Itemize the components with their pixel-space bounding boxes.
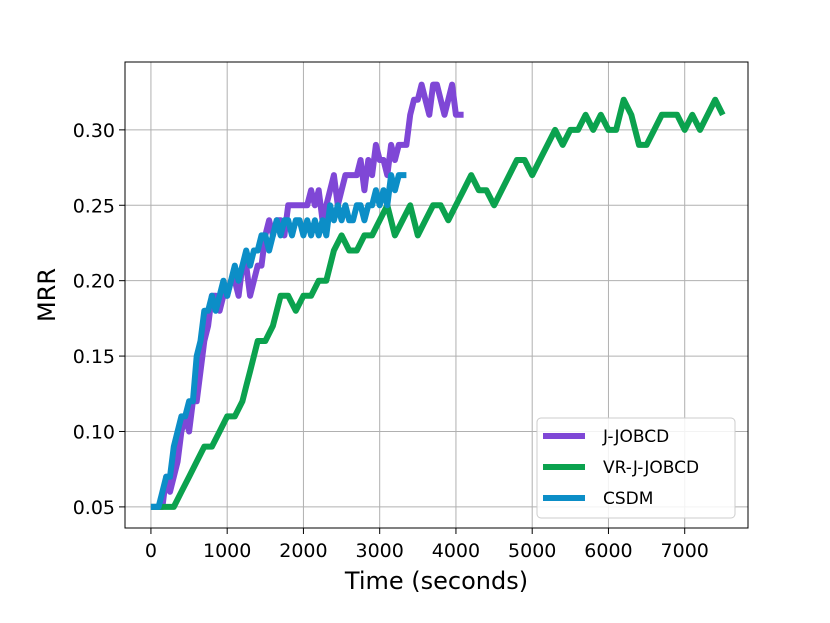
legend-box xyxy=(536,417,736,519)
x-tick-label: 3000 xyxy=(356,540,404,562)
legend: J-JOBCD VR-J-JOBCD CSDM xyxy=(536,417,736,519)
x-tick-label: 6000 xyxy=(584,540,632,562)
legend-label: CSDM xyxy=(603,489,653,509)
y-tick-label: 0.10 xyxy=(73,421,115,443)
y-tick-label: 0.20 xyxy=(73,271,115,293)
plot-frame xyxy=(124,61,749,529)
y-tick-label: 0.25 xyxy=(73,195,115,217)
legend-label: J-JOBCD xyxy=(602,427,669,447)
x-tick-label: 0 xyxy=(145,540,157,562)
x-tick-label: 7000 xyxy=(661,540,709,562)
y-tick-label: 0.30 xyxy=(73,120,115,142)
y-tick-label: 0.15 xyxy=(73,346,115,368)
legend-label: VR-J-JOBCD xyxy=(603,458,699,478)
series-line-vr-j-jobcd xyxy=(150,96,726,510)
x-tick-label: 1000 xyxy=(203,540,251,562)
x-axis-label: Time (seconds) xyxy=(344,567,528,595)
x-tick-label: 4000 xyxy=(432,540,480,562)
y-axis-label: MRR xyxy=(33,268,61,322)
y-tick-label: 0.05 xyxy=(73,497,115,519)
x-tick-label: 2000 xyxy=(279,540,327,562)
axis-ticks: 0 1000 2000 3000 4000 5000 6000 7000 0.05 0.10 0.1… xyxy=(73,120,709,562)
series-lines xyxy=(150,81,726,510)
x-tick-label: 5000 xyxy=(508,540,556,562)
series-line-csdm xyxy=(150,172,407,510)
